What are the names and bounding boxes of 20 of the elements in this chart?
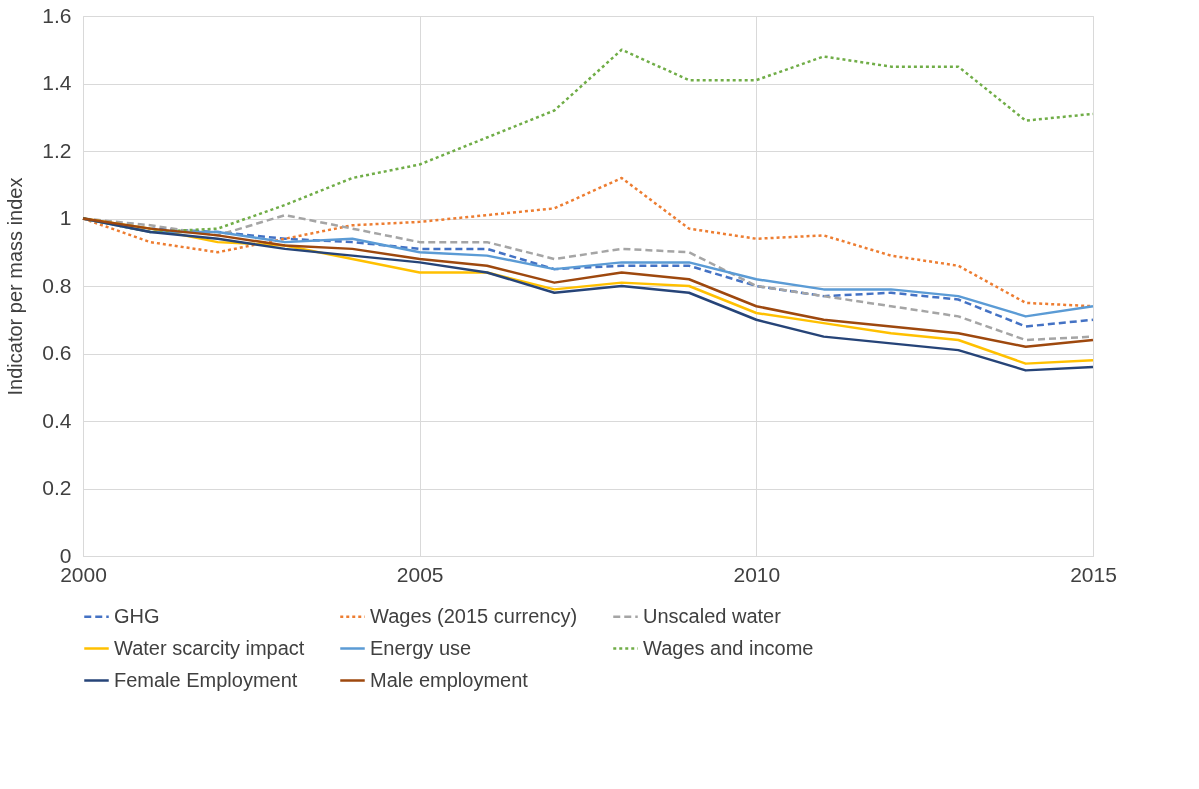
legend-label: Wages and income [643,636,814,659]
y-tick-label: 1 [59,206,72,229]
legend-label: Unscaled water [643,604,782,627]
y-tick-label: 1.6 [42,3,72,27]
y-axis-title: Indicator per mass index [4,177,27,396]
y-tick-label: 0.2 [42,476,72,499]
legend-label: GHG [114,604,160,627]
legend-label: Female Employment [114,668,298,691]
legend-label: Male employment [370,668,529,691]
legend-label: Energy use [370,636,472,659]
y-tick-label: 0.6 [42,341,72,364]
legend-label: Water scarcity impact [114,636,305,659]
y-tick-label: 1.4 [42,71,72,94]
x-tick-label: 2015 [1070,562,1117,586]
x-tick-label: 2010 [733,562,781,586]
y-tick-label: 0.4 [42,408,72,432]
y-tick-label: 0.8 [42,273,72,297]
legend-label: Wages (2015 currency) [370,604,578,627]
x-tick-label: 2005 [396,562,444,586]
y-tick-label: 1.2 [42,138,72,162]
